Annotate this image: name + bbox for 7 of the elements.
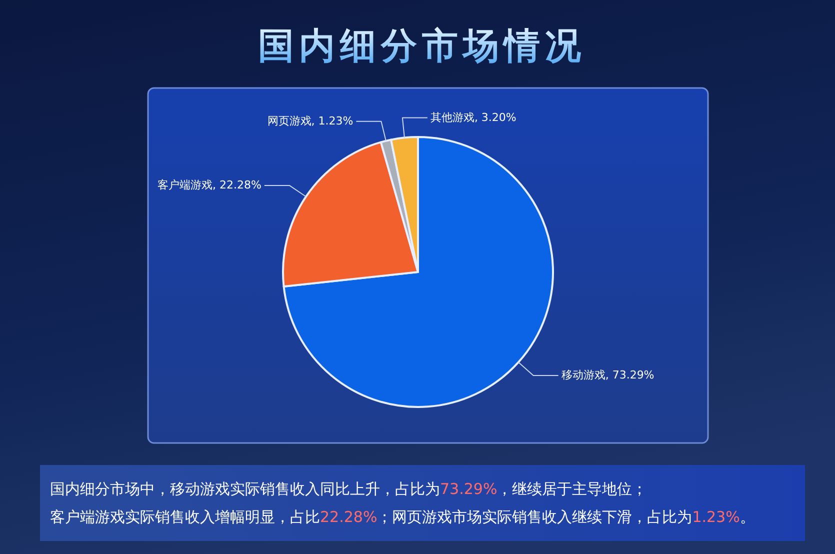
chart-title: 国内细分市场情况 <box>258 26 586 67</box>
slice-label: 网页游戏, 1.23% <box>267 114 354 128</box>
slice-label: 其他游戏, 3.20% <box>430 110 516 124</box>
slice-label: 客户端游戏, 22.28% <box>157 178 262 192</box>
slice-label: 移动游戏, 73.29% <box>561 368 654 382</box>
annotation: 客户端游戏实际销售收入增幅明显，占比22.28%；网页游戏市场实际销售收入继续下滑，占比为1.23%。 <box>50 508 755 526</box>
annotation: 国内细分市场中，移动游戏实际销售收入同比上升，占比为73.29%，继续居于主导地位； <box>50 480 648 498</box>
